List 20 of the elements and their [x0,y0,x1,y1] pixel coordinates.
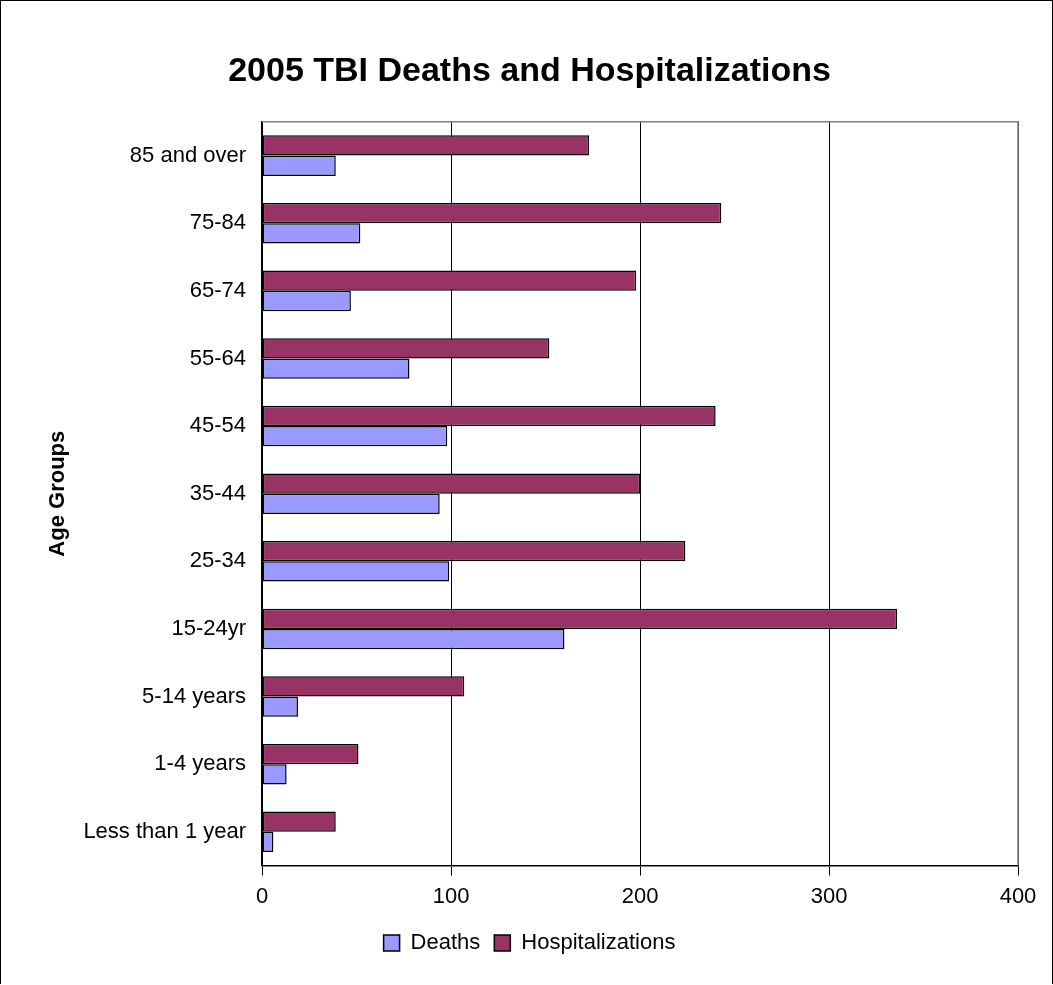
y-tick-label: 5-14 years [142,682,247,708]
y-tick-label: 85 and over [129,141,247,167]
chart-title: 2005 TBI Deaths and Hospitalizations [228,49,831,88]
legend-label: Hospitalizations [521,929,676,955]
x-tick-label: 300 [810,882,848,908]
x-tick-label: 200 [621,882,659,908]
y-tick-label: Less than 1 year [83,817,247,843]
x-tick-label: 400 [999,882,1037,908]
y-tick-label: 65-74 [189,276,247,302]
x-tick-label: 0 [255,882,269,908]
y-tick-label: 1-4 years [154,750,247,776]
x-tick-label: 100 [432,882,470,908]
y-tick-label: 25-34 [189,547,247,573]
y-tick-label: 45-54 [189,412,247,438]
y-tick-label: 55-64 [189,344,247,370]
y-tick-label: 15-24yr [171,615,247,640]
y-tick-label: 75-84 [189,209,247,235]
y-tick-label: 35-44 [189,479,247,505]
y-axis-title: Age Groups [44,430,70,557]
legend-label: Deaths [410,929,481,955]
